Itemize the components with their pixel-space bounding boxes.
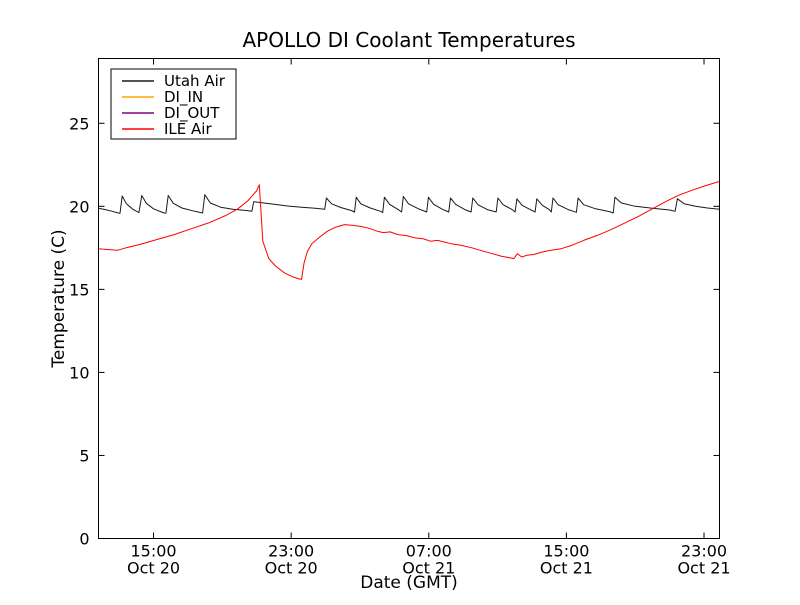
x-tick-label-date: Oct 21	[540, 559, 593, 578]
x-tick-label-time: 23:00	[681, 542, 727, 561]
y-tick-label: 5	[79, 446, 89, 465]
y-tick-label: 15	[69, 280, 89, 299]
chart-title: APOLLO DI Coolant Temperatures	[242, 28, 575, 52]
x-tick-label-date: Oct 20	[265, 559, 318, 578]
x-tick-label-date: Oct 20	[127, 559, 180, 578]
y-tick-label: 10	[69, 363, 89, 382]
data-series	[98, 180, 720, 280]
legend-label: DI_IN	[164, 88, 203, 107]
y-tick-label: 25	[69, 114, 89, 133]
x-tick-label-time: 07:00	[406, 542, 452, 561]
x-tick-label-time: 23:00	[268, 542, 314, 561]
series-line-ile-air	[98, 180, 720, 280]
x-tick-label-date: Oct 21	[402, 559, 455, 578]
x-tick-label-time: 15:00	[130, 542, 176, 561]
legend-label: ILE Air	[164, 120, 212, 138]
x-tick-label-time: 15:00	[543, 542, 589, 561]
y-axis-label: Temperature (C)	[49, 229, 69, 368]
x-tick-label-date: Oct 21	[677, 559, 730, 578]
series-line-utah-air	[98, 194, 720, 214]
x-axis-label: Date (GMT)	[360, 573, 458, 593]
plot-area-frame	[98, 58, 720, 539]
legend-label: DI_OUT	[164, 104, 220, 123]
y-tick-label: 20	[69, 197, 89, 216]
legend-label: Utah Air	[164, 72, 226, 90]
y-tick-label: 0	[79, 530, 89, 549]
